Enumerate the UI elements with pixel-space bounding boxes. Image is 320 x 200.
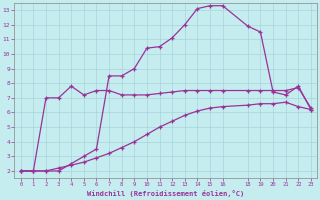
X-axis label: Windchill (Refroidissement éolien,°C): Windchill (Refroidissement éolien,°C): [87, 190, 244, 197]
